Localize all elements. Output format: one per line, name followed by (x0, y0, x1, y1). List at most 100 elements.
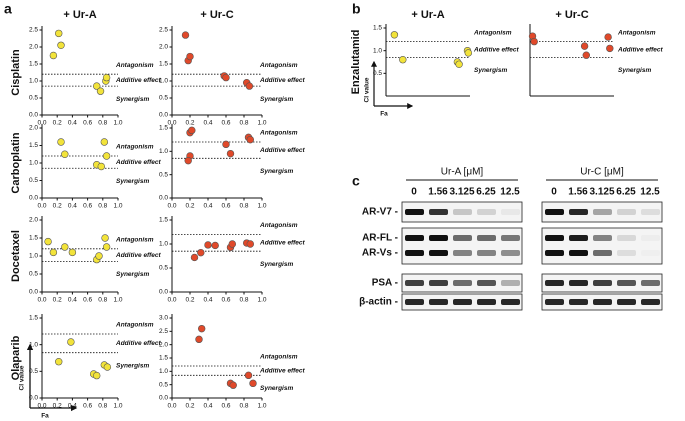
blot-band (569, 299, 588, 305)
x-tick-label: 0.6 (83, 403, 92, 410)
x-tick-label: 0.2 (185, 120, 194, 127)
row-label: β-actin - (359, 297, 398, 308)
point (68, 248, 77, 257)
blot-band (569, 235, 588, 241)
blot-band (617, 250, 636, 256)
point (102, 73, 111, 82)
point (101, 234, 109, 242)
x-tick-label: 0.8 (98, 120, 107, 127)
point (580, 42, 589, 50)
x-tick-label: 0.6 (221, 203, 230, 210)
x-tick-label: 0.4 (203, 297, 212, 304)
concentration: 0 (551, 187, 557, 198)
y-tick-label: 0.5 (29, 368, 38, 375)
blot-band (453, 250, 472, 256)
annotation: Synergism (116, 362, 149, 369)
concentration: 12.5 (640, 187, 660, 198)
x-tick-label: 1.0 (113, 297, 122, 304)
y-tick-label: 3.0 (159, 315, 168, 322)
annotation: Antagonism (259, 62, 298, 69)
x-tick-label: 1.0 (257, 297, 266, 304)
y-tick-label: 2.5 (159, 328, 168, 335)
point (530, 37, 538, 46)
x-tick-label: 0.2 (53, 120, 62, 127)
blot-band (593, 299, 612, 305)
y-tick-label: 0.5 (159, 381, 168, 388)
x-tick-label: 0.0 (37, 297, 46, 304)
blot-band (545, 280, 564, 286)
annotation: Additive effect (617, 46, 664, 53)
point (61, 150, 69, 158)
y-tick-label: 0.5 (29, 95, 38, 102)
column-title: + Ur-C (555, 9, 588, 21)
point (95, 252, 103, 260)
blot-band (593, 209, 612, 215)
blot-band (569, 209, 588, 215)
y-tick-label: 2.0 (159, 341, 168, 348)
blot-band (617, 280, 636, 286)
axis-key-label: CI value (364, 77, 371, 102)
blot-band (641, 209, 660, 215)
annotation: Additive effect (259, 367, 306, 374)
y-tick-label: 1.5 (29, 142, 38, 149)
point (67, 338, 75, 346)
blot-band (545, 250, 564, 256)
x-tick-label: 1.0 (257, 203, 266, 210)
y-tick-label: 1.0 (159, 148, 168, 155)
concentration: 6.25 (476, 187, 496, 198)
point (190, 253, 199, 262)
x-tick-label: 0.2 (53, 403, 62, 410)
blot-band (545, 209, 564, 215)
point (103, 363, 112, 371)
y-tick-label: 1.0 (373, 47, 382, 54)
x-tick-label: 0.6 (221, 297, 230, 304)
point (390, 31, 399, 39)
point (245, 82, 254, 90)
concentration: 12.5 (500, 187, 520, 198)
x-tick-label: 0.4 (68, 120, 77, 127)
column-title: + Ur-C (200, 9, 233, 21)
y-tick-label: 0.5 (159, 171, 168, 178)
x-tick-label: 0.8 (239, 403, 248, 410)
point (399, 56, 407, 64)
y-tick-label: 1.0 (29, 160, 38, 167)
concentration: 1.56 (568, 187, 588, 198)
blot-band (593, 280, 612, 286)
x-tick-label: 0.2 (185, 203, 194, 210)
annotation: Antagonism (115, 237, 154, 244)
blot-band (429, 250, 448, 256)
point (246, 135, 255, 144)
point (195, 335, 203, 344)
blot-band (641, 280, 660, 286)
y-tick-label: 1.5 (159, 355, 168, 362)
y-tick-label: 0.0 (29, 112, 38, 119)
x-tick-label: 0.4 (203, 120, 212, 127)
annotation: Additive effect (259, 147, 306, 154)
point (222, 73, 230, 82)
annotation: Additive effect (259, 240, 306, 247)
point (197, 248, 205, 257)
annotation: Synergism (260, 168, 293, 175)
annotation: Synergism (116, 271, 149, 278)
y-tick-label: 1.5 (29, 61, 38, 68)
y-tick-label: 0.5 (373, 70, 382, 77)
x-tick-label: 0.8 (98, 203, 107, 210)
x-tick-label: 0.2 (185, 297, 194, 304)
blot-band (569, 250, 588, 256)
point (222, 140, 230, 149)
blot-band (429, 280, 448, 286)
blot-band (453, 280, 472, 286)
y-tick-label: 0.0 (29, 289, 38, 296)
annotation: Antagonism (259, 130, 298, 137)
blot-band (501, 235, 520, 241)
blot-band (501, 209, 520, 215)
x-tick-label: 0.4 (68, 403, 77, 410)
point (211, 241, 219, 250)
y-tick-label: 1.5 (159, 125, 168, 132)
point (229, 381, 237, 389)
y-tick-label: 2.0 (159, 44, 168, 51)
annotation: Additive effect (115, 252, 162, 259)
blot-band (617, 235, 636, 241)
x-tick-label: 0.2 (53, 297, 62, 304)
y-tick-label: 1.0 (159, 241, 168, 248)
